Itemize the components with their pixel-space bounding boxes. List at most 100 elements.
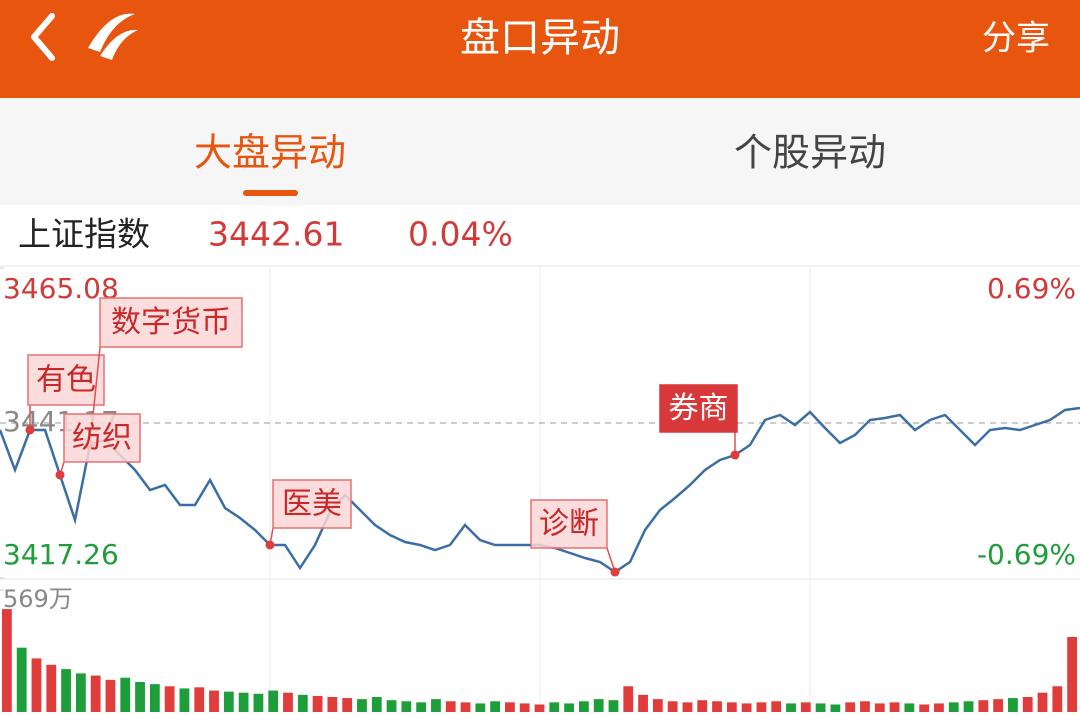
volume-bar	[105, 679, 116, 712]
tab-active[interactable]: 大盘异动	[194, 131, 346, 175]
volume-bar	[623, 686, 634, 712]
volume-bar	[845, 702, 856, 712]
annotation-box	[530, 499, 608, 549]
volume-bar	[342, 698, 353, 712]
volume-bar	[934, 703, 944, 712]
volume-bar	[209, 690, 219, 712]
volume-bar	[75, 673, 86, 712]
volume-bar	[578, 701, 589, 712]
volume-bar	[874, 703, 885, 712]
volume-bar	[786, 703, 796, 712]
top-bar	[0, 0, 1080, 98]
annotation-dot	[265, 540, 275, 550]
page-title: 盘口异动	[460, 15, 620, 61]
volume-bar	[120, 677, 131, 712]
annotation-label: 纺织	[72, 421, 132, 456]
annotation-label: 券商	[669, 391, 729, 426]
volume-bar	[490, 701, 501, 712]
volume-bar	[978, 700, 989, 712]
volume-bar	[1008, 698, 1018, 712]
annotation-box	[272, 479, 352, 529]
annotation-label: 诊断	[539, 507, 599, 542]
volume-bar	[904, 703, 915, 712]
annotation-box	[63, 413, 141, 463]
annotation-box	[27, 354, 105, 406]
share-button[interactable]: 分享	[982, 19, 1050, 59]
pct-label: 0.69%	[987, 272, 1076, 305]
volume-bar	[948, 702, 959, 712]
volume-bar	[149, 684, 160, 712]
volume-bar	[238, 692, 249, 712]
volume-bar	[726, 702, 737, 712]
tab[interactable]: 个股异动	[734, 131, 886, 175]
app-logo	[80, 8, 140, 66]
tab-bar	[0, 98, 1080, 205]
volume-bar	[2, 609, 12, 712]
volume-bar	[815, 703, 826, 712]
volume-bar	[223, 691, 234, 712]
volume-bar	[667, 701, 678, 712]
volume-bar	[993, 699, 1004, 712]
annotation-dot	[610, 567, 620, 577]
volume-bar	[741, 703, 752, 712]
volume-bar	[652, 699, 663, 712]
volume-bar	[283, 692, 293, 712]
volume-bar	[1067, 636, 1077, 712]
volume-bar	[771, 701, 782, 712]
back-button[interactable]	[31, 13, 55, 61]
annotation-box	[99, 297, 243, 348]
volume-bar	[164, 686, 175, 712]
volume-bar	[401, 701, 412, 712]
index-name: 上证指数	[18, 215, 150, 254]
volume-bar	[268, 690, 279, 712]
y-tick-label: 3417.26	[3, 538, 119, 571]
volume-bar	[16, 647, 27, 712]
volume-bar	[519, 703, 530, 712]
volume-bar	[327, 696, 338, 712]
volume-bar	[386, 700, 397, 712]
volume-bar	[638, 694, 648, 712]
volume-bar	[564, 703, 574, 712]
volume-bar	[712, 701, 722, 712]
annotation-label: 数字货币	[111, 305, 231, 340]
volume-bar	[682, 702, 693, 712]
volume-bar	[253, 693, 264, 712]
volume-bar	[534, 704, 545, 712]
annotation-label: 医美	[282, 487, 342, 522]
volume-bar	[312, 695, 323, 712]
volume-bar	[505, 702, 515, 712]
annotation-dot	[25, 425, 35, 435]
index-price: 3442.61	[208, 215, 344, 254]
annotation-box	[659, 384, 738, 433]
volume-bar	[194, 687, 205, 712]
volume-bar	[593, 699, 604, 712]
volume-bar	[445, 701, 456, 712]
annotation-label: 有色	[36, 363, 96, 398]
annotation-dot	[730, 450, 740, 460]
volume-bar	[90, 675, 101, 712]
volume-bar	[919, 704, 930, 712]
volume-bar	[46, 664, 57, 712]
volume-bar	[297, 694, 308, 712]
pct-label: -0.69%	[977, 538, 1076, 571]
volume-bar	[179, 688, 190, 712]
volume-bar	[31, 658, 42, 712]
volume-bar	[1037, 692, 1048, 712]
volume-bar	[756, 702, 767, 712]
volume-bar	[460, 702, 471, 712]
volume-bar	[549, 702, 560, 712]
volume-bar	[963, 701, 974, 712]
volume-label: 569万	[3, 585, 73, 613]
volume-bar	[1052, 686, 1063, 712]
annotation-dot	[55, 470, 65, 480]
volume-bar	[357, 699, 367, 712]
volume-bar	[830, 704, 841, 712]
volume-bar	[431, 699, 441, 712]
volume-bar	[61, 669, 71, 712]
volume-bar	[135, 681, 145, 712]
volume-bar	[371, 696, 382, 712]
volume-bar	[1022, 696, 1033, 712]
volume-bar	[800, 702, 811, 712]
